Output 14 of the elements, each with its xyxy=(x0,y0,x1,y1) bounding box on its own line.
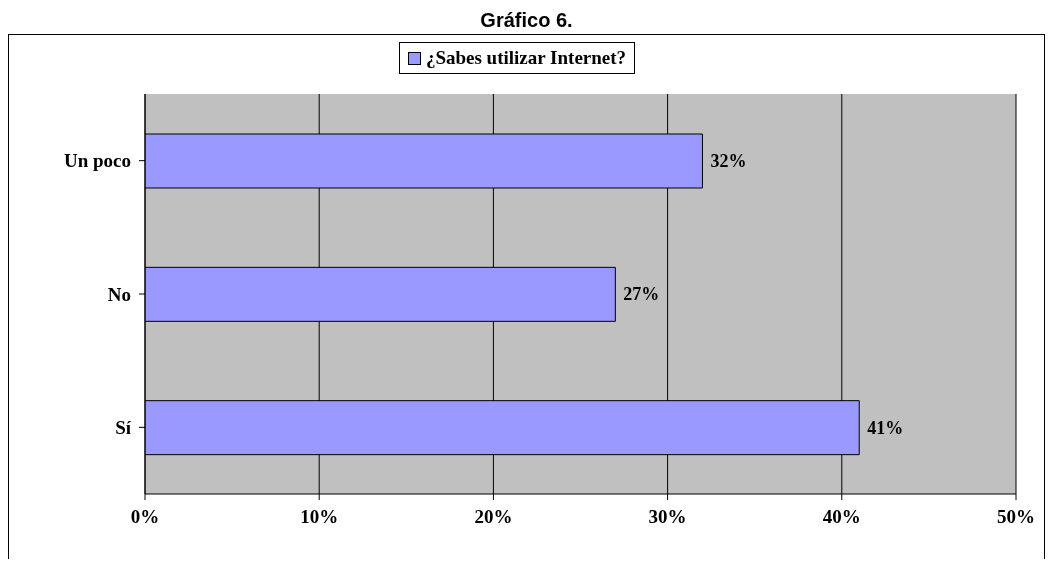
x-tick-label: 20% xyxy=(474,506,513,528)
data-label: 27% xyxy=(623,284,660,305)
x-tick-label: 30% xyxy=(648,506,687,528)
x-tick-label: 40% xyxy=(822,506,861,528)
x-tick-label: 0% xyxy=(130,506,160,528)
x-tick-label: 50% xyxy=(997,506,1035,528)
x-tick-label: 10% xyxy=(300,506,339,528)
data-label: 32% xyxy=(710,151,747,171)
y-tick-label: No xyxy=(107,283,131,305)
data-label: 41% xyxy=(867,417,904,438)
y-tick-label: Un poco xyxy=(63,150,131,172)
chart-title: Gráfico 6. xyxy=(479,8,574,32)
y-tick-label: Sí xyxy=(115,417,132,439)
legend-label: ¿Sabes utilizar Internet? xyxy=(424,47,627,69)
